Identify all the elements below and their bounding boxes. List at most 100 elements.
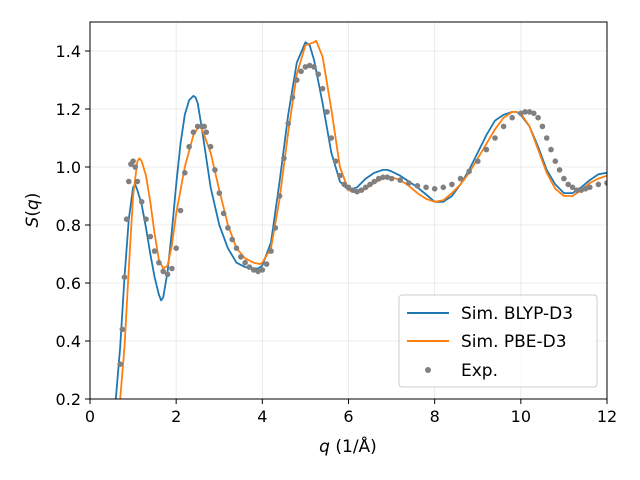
x-tick-label: 8	[430, 407, 440, 426]
data-point	[582, 186, 589, 192]
legend-swatch-exp	[425, 367, 431, 373]
data-point	[328, 135, 335, 141]
data-point	[552, 158, 559, 164]
x-tick-label: 2	[171, 407, 181, 426]
data-point	[255, 268, 261, 275]
data-point	[388, 175, 395, 182]
data-point	[151, 248, 158, 254]
data-point	[268, 248, 274, 254]
data-point	[294, 77, 300, 83]
data-point	[220, 210, 227, 217]
data-point	[492, 135, 498, 141]
data-point	[324, 109, 330, 115]
data-point	[259, 267, 266, 273]
data-point	[212, 167, 218, 173]
data-point	[311, 64, 317, 70]
data-point	[354, 188, 360, 195]
data-point	[431, 186, 438, 192]
data-point	[138, 199, 145, 205]
data-point	[483, 146, 490, 153]
data-point	[535, 114, 541, 121]
data-point	[509, 114, 515, 121]
data-point	[548, 146, 554, 153]
data-point	[177, 207, 184, 214]
data-point	[182, 170, 188, 176]
y-tick-label: 1.2	[56, 100, 81, 119]
data-point	[315, 71, 322, 77]
legend-label-pbe: Sim. PBE-D3	[461, 332, 567, 352]
legend: Sim. BLYP-D3 Sim. PBE-D3 Exp.	[398, 294, 598, 388]
data-point	[238, 254, 244, 260]
data-point	[298, 68, 304, 75]
data-point	[225, 225, 231, 231]
y-axis-label: S(q)	[23, 193, 43, 228]
data-point	[543, 135, 550, 141]
x-tick-label: 12	[597, 407, 617, 426]
data-point	[281, 155, 287, 162]
data-point	[397, 177, 404, 183]
data-point	[203, 129, 210, 135]
data-point	[143, 216, 149, 222]
data-point	[531, 110, 537, 117]
y-tick-label: 0.4	[56, 332, 81, 351]
data-point	[117, 361, 123, 368]
data-point	[358, 187, 365, 193]
data-point	[375, 175, 382, 182]
data-point	[556, 167, 563, 173]
data-point	[332, 158, 339, 164]
data-point	[449, 181, 455, 188]
data-point	[289, 94, 296, 101]
series-line-1	[119, 39, 607, 399]
data-point	[285, 120, 292, 127]
data-point	[457, 175, 464, 182]
data-point	[123, 216, 130, 222]
data-point	[337, 172, 343, 179]
series-points-2	[117, 62, 607, 368]
data-point	[134, 178, 141, 185]
data-point	[233, 245, 240, 251]
data-point	[229, 236, 235, 243]
data-point	[526, 109, 533, 115]
data-point	[126, 178, 132, 185]
data-point	[306, 62, 313, 69]
data-point	[207, 143, 214, 150]
data-point	[147, 233, 154, 240]
data-point	[350, 187, 356, 193]
data-point	[574, 187, 580, 193]
data-point	[302, 64, 309, 70]
data-point	[164, 271, 171, 278]
data-point	[406, 180, 412, 186]
y-tick-label: 0.2	[56, 390, 81, 409]
x-axis-label: q (1/Å)	[319, 435, 377, 457]
grid	[89, 22, 608, 400]
data-point	[173, 245, 179, 251]
data-point	[371, 178, 378, 185]
data-point	[475, 158, 481, 164]
legend-label-exp: Exp.	[461, 361, 498, 381]
y-tick-label: 1.0	[56, 158, 81, 177]
data-point	[186, 143, 192, 150]
data-point	[242, 259, 248, 266]
data-point	[380, 174, 386, 180]
legend-label-blyp: Sim. BLYP-D3	[461, 304, 573, 324]
x-tick-label: 10	[511, 407, 531, 426]
data-point	[362, 184, 369, 191]
data-point	[190, 129, 197, 135]
data-point	[341, 181, 348, 188]
data-point	[130, 158, 136, 164]
x-tick-label: 4	[257, 407, 267, 426]
legend-box	[398, 294, 598, 388]
data-point	[276, 193, 283, 199]
data-point	[440, 184, 447, 191]
data-point	[569, 184, 576, 191]
data-point	[160, 268, 166, 275]
data-point	[272, 225, 279, 231]
data-point	[423, 184, 429, 191]
data-point	[156, 259, 162, 266]
data-point	[578, 187, 584, 193]
series-layer	[114, 39, 607, 399]
data-point	[539, 123, 546, 130]
ticks: 0 2 4 6 8 10 12 0.2 0.4 0.6 0.8 1.0 1.2 1.4	[56, 42, 618, 426]
data-point	[345, 184, 352, 191]
